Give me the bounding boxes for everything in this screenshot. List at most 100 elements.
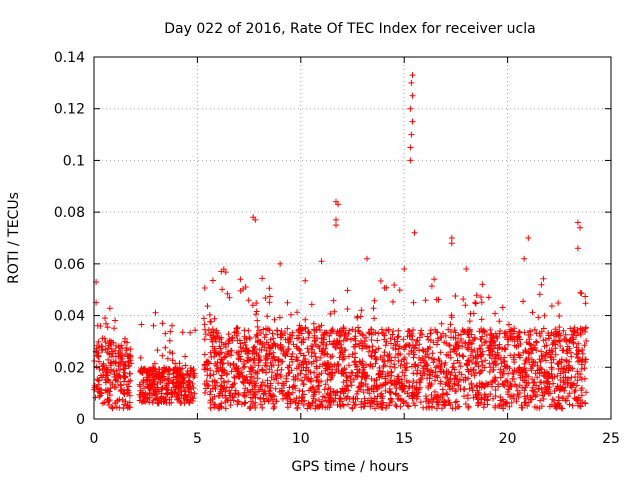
data-point <box>559 405 566 412</box>
data-point <box>160 399 167 406</box>
data-point <box>319 361 326 368</box>
data-point <box>518 402 525 409</box>
data-point <box>279 332 286 339</box>
y-tick-label: 0.1 <box>63 153 85 169</box>
data-point <box>541 373 548 380</box>
data-point <box>412 402 419 409</box>
data-point <box>501 330 508 337</box>
data-point <box>500 381 507 388</box>
data-point <box>383 284 390 291</box>
data-point <box>456 403 463 410</box>
data-point <box>502 401 509 408</box>
data-point <box>187 329 194 336</box>
data-point <box>294 309 301 316</box>
data-point <box>521 377 528 384</box>
data-point <box>560 374 567 381</box>
data-point <box>296 347 303 354</box>
data-point <box>576 348 582 355</box>
data-point <box>264 383 271 390</box>
data-point <box>144 395 151 402</box>
data-point <box>118 382 124 389</box>
data-point <box>443 390 450 397</box>
data-point <box>521 255 528 262</box>
data-point <box>519 384 526 391</box>
data-point <box>108 346 115 352</box>
data-point <box>318 322 325 329</box>
data-point <box>529 346 536 353</box>
data-point <box>95 338 102 345</box>
data-point <box>548 401 555 408</box>
data-point <box>219 286 226 293</box>
x-tick-label: 25 <box>602 431 620 447</box>
data-point <box>465 339 472 346</box>
data-point <box>231 329 238 336</box>
data-point <box>115 343 122 350</box>
data-point <box>583 338 590 344</box>
data-point <box>437 380 444 387</box>
data-point <box>250 344 257 351</box>
data-point <box>349 370 356 376</box>
data-point <box>530 342 537 349</box>
data-point <box>102 379 109 386</box>
grid <box>94 57 611 419</box>
data-point <box>323 397 330 404</box>
data-point <box>453 351 460 357</box>
data-point <box>302 316 309 323</box>
data-point <box>220 341 227 348</box>
data-point <box>150 322 157 329</box>
data-point <box>332 344 338 351</box>
data-point <box>460 353 467 360</box>
data-point <box>459 352 466 359</box>
data-point <box>270 405 277 412</box>
data-point <box>570 340 577 347</box>
data-point <box>522 369 528 376</box>
data-point <box>233 325 240 332</box>
data-point <box>428 396 435 403</box>
data-point <box>114 372 121 379</box>
data-point <box>568 374 575 381</box>
data-point <box>327 376 334 383</box>
data-point <box>272 385 279 392</box>
data-point <box>563 348 570 354</box>
data-point <box>144 374 150 381</box>
data-point <box>304 405 311 412</box>
data-point <box>495 383 502 390</box>
data-point <box>434 374 441 381</box>
data-point <box>342 347 349 354</box>
data-point <box>440 368 447 375</box>
data-point <box>337 398 344 405</box>
data-point <box>207 367 214 374</box>
data-point <box>108 353 115 360</box>
data-point <box>104 324 111 331</box>
data-point <box>464 344 471 351</box>
data-point <box>564 377 571 384</box>
data-point <box>239 378 246 385</box>
data-point <box>465 404 472 411</box>
data-point <box>457 363 464 370</box>
data-point <box>531 403 538 410</box>
data-point <box>419 331 426 338</box>
data-point <box>142 398 149 405</box>
data-point <box>468 346 475 353</box>
data-point <box>293 354 300 361</box>
data-point <box>215 392 222 399</box>
data-point <box>101 335 108 342</box>
data-point <box>406 350 412 357</box>
data-point <box>563 358 570 365</box>
data-point <box>472 299 478 306</box>
data-point <box>411 393 418 400</box>
data-point <box>544 388 551 395</box>
data-point <box>439 405 445 412</box>
data-point <box>392 346 399 353</box>
data-point <box>422 393 429 400</box>
data-point <box>151 381 158 388</box>
data-point <box>300 401 307 408</box>
data-point <box>186 400 193 406</box>
data-point <box>361 395 368 402</box>
data-point <box>561 336 568 343</box>
data-point <box>524 402 531 409</box>
y-axis-label: ROTI / TECUs <box>6 192 22 284</box>
data-point <box>463 266 470 272</box>
data-point <box>541 312 548 319</box>
data-point <box>581 365 588 372</box>
